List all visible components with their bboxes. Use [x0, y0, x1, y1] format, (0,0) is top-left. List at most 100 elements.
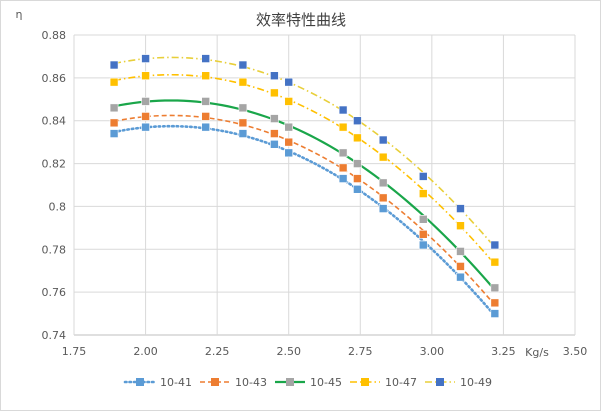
y-tick-label: 0.88 [42, 29, 67, 42]
legend-item-10-43: 10-43 [200, 376, 267, 389]
data-point-10-45 [456, 247, 465, 256]
series-10-43 [109, 112, 500, 308]
legend-label: 10-47 [385, 376, 417, 389]
data-point-10-45 [109, 103, 119, 113]
axis-tick-labels: 0.74 0.76 0.78 0.8 0.82 0.84 0.86 0.88 1.75 2.00 2… [42, 29, 588, 358]
data-point-10-45 [238, 103, 248, 113]
trendline-10-49 [113, 56, 496, 248]
y-tick-label: 0.82 [42, 158, 67, 171]
data-point-10-49 [141, 54, 150, 63]
data-point-10-41 [109, 129, 119, 138]
chart-title: 效率特性曲线 [256, 11, 346, 29]
data-point-10-49 [284, 77, 294, 87]
legend-marker [136, 378, 144, 386]
x-tick-label: 2.75 [348, 345, 373, 358]
data-point-10-41 [490, 309, 500, 318]
data-point-10-49 [378, 135, 388, 145]
legend-label: 10-41 [160, 376, 192, 389]
data-point-10-47 [109, 77, 119, 87]
data-point-10-41 [456, 272, 465, 282]
data-point-10-49 [270, 71, 279, 81]
series-10-45 [109, 97, 500, 293]
x-tick-label: 2.50 [276, 345, 301, 358]
data-point-10-47 [141, 71, 150, 81]
data-point-10-49 [418, 172, 428, 181]
legend-item-10-41: 10-41 [123, 376, 192, 389]
data-point-10-41 [201, 122, 210, 132]
data-point-10-43 [378, 193, 388, 203]
legend-label: 10-43 [235, 376, 267, 389]
data-point-10-41 [418, 240, 428, 250]
data-point-10-45 [353, 159, 362, 168]
legend-item-10-49: 10-49 [425, 376, 492, 389]
y-tick-label: 0.84 [42, 115, 67, 128]
legend-item-10-47: 10-47 [350, 376, 417, 389]
x-tick-label: 2.00 [133, 345, 158, 358]
trendline-10-41 [112, 124, 497, 318]
data-point-10-45 [141, 97, 150, 106]
legend: 10-41 10-43 10-45 10-47 10-49 [123, 376, 492, 389]
y-tick-label: 0.86 [42, 72, 67, 85]
data-point-10-45 [418, 214, 428, 224]
data-point-10-41 [270, 139, 279, 149]
y-tick-label: 0.78 [42, 243, 67, 256]
trendline-10-43 [113, 114, 496, 306]
data-point-10-45 [338, 148, 348, 158]
data-point-10-43 [284, 137, 294, 147]
data-point-10-47 [490, 257, 500, 267]
data-point-10-49 [109, 60, 119, 70]
y-axis-label: η [16, 8, 23, 21]
x-tick-label: 3.00 [420, 345, 445, 358]
data-point-10-49 [490, 240, 500, 250]
data-point-10-47 [338, 122, 348, 132]
data-point-10-49 [338, 105, 348, 115]
y-tick-label: 0.74 [42, 329, 67, 342]
data-point-10-47 [201, 71, 210, 81]
data-point-10-47 [418, 189, 428, 198]
data-point-10-47 [456, 221, 465, 231]
x-tick-label: 3.25 [491, 345, 516, 358]
data-point-10-49 [456, 204, 465, 213]
data-point-10-41 [378, 204, 388, 213]
data-point-10-43 [456, 262, 465, 271]
y-tick-label: 0.76 [42, 286, 67, 299]
data-point-10-45 [490, 283, 500, 293]
x-tick-label: 1.75 [62, 345, 87, 358]
trendline-10-45 [113, 99, 496, 291]
data-point-10-49 [238, 60, 248, 70]
legend-label: 10-49 [460, 376, 492, 389]
data-point-10-41 [141, 122, 150, 132]
data-point-10-43 [141, 112, 150, 121]
data-point-10-43 [418, 229, 428, 239]
x-axis-label: Kg/s [525, 346, 549, 359]
series-10-41 [109, 122, 500, 318]
legend-marker [286, 378, 294, 386]
data-point-10-43 [353, 174, 362, 183]
y-tick-label: 0.8 [49, 200, 67, 213]
data-point-10-41 [284, 148, 294, 158]
data-point-10-47 [378, 152, 388, 162]
series-10-47 [109, 71, 500, 267]
legend-item-10-45: 10-45 [275, 376, 342, 389]
data-point-10-45 [378, 178, 388, 188]
data-point-10-47 [238, 77, 248, 87]
data-point-10-43 [238, 118, 248, 128]
data-point-10-43 [338, 163, 348, 173]
data-point-10-49 [353, 116, 362, 126]
data-point-10-45 [201, 97, 210, 106]
data-point-10-43 [490, 298, 500, 308]
legend-label: 10-45 [310, 376, 342, 389]
data-point-10-45 [284, 122, 294, 132]
data-point-10-41 [338, 174, 348, 183]
data-point-10-41 [238, 129, 248, 138]
legend-marker [211, 378, 219, 386]
data-series [109, 54, 500, 318]
legend-marker [436, 378, 444, 386]
data-point-10-43 [270, 129, 279, 138]
data-point-10-41 [353, 184, 362, 194]
legend-marker [361, 378, 369, 386]
data-point-10-47 [284, 97, 294, 106]
data-point-10-47 [353, 133, 362, 143]
data-point-10-43 [109, 118, 119, 128]
